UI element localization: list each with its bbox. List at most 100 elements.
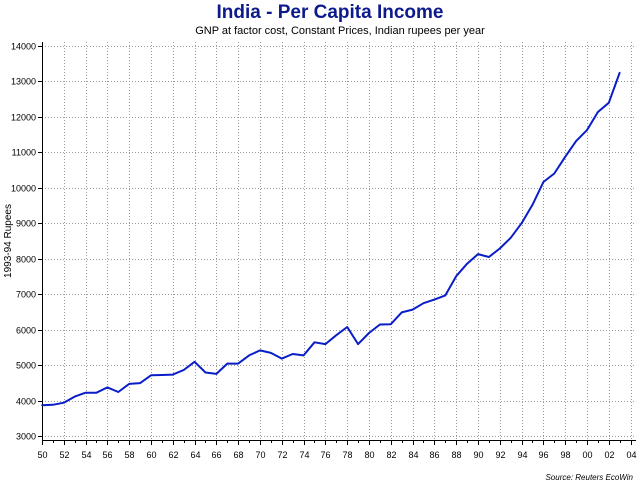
data-point [553,172,556,175]
y-tick-label: 12000 [11,113,36,123]
source-note: Source: Reuters EcoWin [545,473,633,482]
x-tick-label: 60 [146,450,156,460]
x-tick-label: 80 [364,450,374,460]
x-tick-label: 70 [255,450,265,460]
chart-title: India - Per Capita Income [216,2,444,23]
y-tick-label: 10000 [11,184,36,194]
x-tick-label: 00 [582,450,592,460]
x-tick-label: 68 [233,450,243,460]
y-tick-label: 5000 [16,361,36,371]
data-point [509,237,512,239]
x-tick-label: 82 [386,450,396,460]
data-point [379,323,381,326]
data-point [488,256,490,258]
x-tick-label: 02 [604,450,614,460]
y-tick-label: 8000 [16,255,36,265]
x-tick-label: 66 [211,450,221,460]
data-point [444,294,447,297]
x-tick-label: 86 [429,450,439,460]
data-point [237,362,239,365]
data-point [531,204,534,206]
data-point [313,341,316,344]
x-tick-label: 56 [102,450,112,460]
y-tick-label: 14000 [11,42,36,52]
data-point [542,181,545,183]
data-point [357,343,359,345]
data-point [455,275,458,278]
data-point [564,156,566,158]
data-point [41,404,43,407]
data-point [215,373,218,375]
x-tick-label: 72 [277,450,287,460]
x-tick-label: 76 [320,450,330,460]
data-point [575,140,577,142]
data-point [52,404,54,406]
data-point [302,354,305,357]
data-point [390,323,392,326]
data-point [95,391,98,394]
y-tick-label: 7000 [16,290,36,300]
y-tick-label: 11000 [12,148,36,158]
data-point [400,311,403,314]
tick-labels-layer: 3000400050006000700080009000100001100012… [11,42,637,461]
data-point [335,334,338,337]
data-point [84,391,87,394]
chart-subtitle: GNP at factor cost, Constant Prices, Ind… [195,25,485,37]
data-point [128,383,130,385]
x-tick-label: 94 [517,450,527,460]
data-point [411,308,414,311]
x-tick-label: 62 [168,450,178,460]
data-point [117,391,120,393]
data-point [520,222,523,224]
data-point [161,374,163,376]
data-point [597,111,599,113]
y-tick-label: 9000 [16,219,36,229]
data-point [139,382,141,384]
x-tick-label: 96 [538,450,548,460]
data-point [226,362,229,365]
data-point [106,386,109,389]
x-tick-label: 64 [190,450,200,460]
data-point [477,253,479,255]
data-point [608,102,610,104]
data-point [248,354,250,357]
data-point [63,401,65,404]
x-tick-label: 78 [342,450,352,460]
data-point [368,332,370,334]
y-tick-label: 4000 [16,397,36,407]
data-point [466,262,468,265]
data-point [150,374,152,377]
x-tick-label: 58 [124,450,134,460]
data-point [73,395,76,398]
data-point [324,343,327,345]
series-line [41,72,621,407]
data-point [618,71,621,74]
data-point [346,326,349,328]
data-point [172,373,174,376]
x-tick-label: 88 [451,450,461,460]
x-tick-label: 98 [560,450,570,460]
data-point [204,371,207,374]
x-tick-label: 52 [59,450,69,460]
y-tick-label: 6000 [16,326,36,336]
data-point [291,353,294,355]
axes-layer [38,42,636,445]
data-point [193,361,196,363]
data-point [422,302,425,305]
data-point [259,349,261,352]
data-point [586,129,588,131]
grid-layer [42,42,636,440]
x-tick-label: 50 [37,450,47,460]
y-tick-label: 3000 [16,432,36,442]
data-point [499,247,501,250]
y-axis-label: 1993-94 Rupees [3,204,14,278]
y-tick-label: 13000 [11,77,36,87]
data-point [270,352,272,354]
x-tick-label: 90 [473,450,483,460]
data-point [281,357,283,360]
x-tick-label: 74 [299,450,309,460]
x-tick-label: 84 [408,450,418,460]
x-tick-label: 04 [626,450,636,460]
series-layer [41,71,621,407]
